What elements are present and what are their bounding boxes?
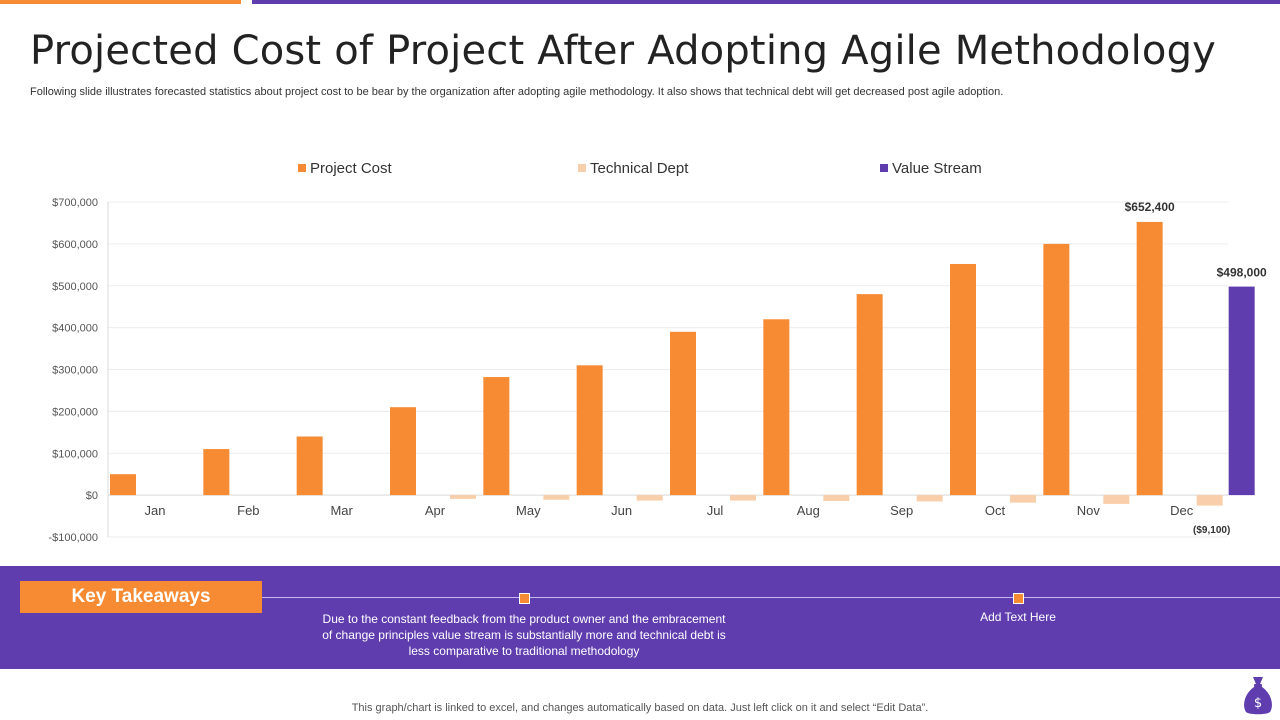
y-tick-label: $0: [86, 490, 98, 502]
legend-swatch: [880, 164, 888, 172]
legend-label: Project Cost: [310, 160, 393, 177]
x-tick-label: Jul: [707, 503, 724, 518]
bar-project-cost-may: [483, 377, 510, 496]
bar-project-cost-mar: [296, 436, 323, 496]
takeaway-note-2: Add Text Here: [980, 610, 1056, 624]
bar-project-cost-jul: [670, 331, 696, 496]
data-label: $652,400: [1125, 200, 1175, 214]
legend-swatch: [298, 164, 306, 172]
x-tick-label: Apr: [425, 503, 446, 518]
bar-value-stream-dec: [1228, 286, 1255, 496]
takeaways-timeline: [262, 597, 1280, 598]
bar-project-cost-jan: [110, 474, 136, 496]
x-tick-label: Oct: [985, 503, 1006, 518]
y-tick-label: $100,000: [52, 448, 98, 460]
y-tick-label: -$100,000: [48, 532, 98, 544]
footer-note: This graph/chart is linked to excel, and…: [351, 702, 929, 714]
bar-project-cost-apr: [390, 407, 416, 496]
bar-project-cost-dec: [1136, 221, 1163, 496]
x-tick-label: Sep: [890, 503, 913, 518]
bar-technical-dept-jun: [636, 495, 663, 501]
takeaway-marker-1: [519, 593, 530, 604]
top-accent-orange: [0, 0, 241, 4]
page-title: Projected Cost of Project After Adopting…: [30, 28, 1217, 74]
x-tick-label: Dec: [1170, 503, 1194, 518]
takeaway-marker-2: [1013, 593, 1024, 604]
bar-project-cost-nov: [1043, 243, 1070, 496]
x-tick-label: Jan: [145, 503, 166, 518]
y-tick-label: $500,000: [52, 281, 98, 293]
y-tick-label: $700,000: [52, 197, 98, 209]
bar-technical-dept-aug: [823, 495, 850, 501]
bar-technical-dept-oct: [1010, 495, 1036, 503]
top-accent-purple: [252, 0, 1280, 4]
bar-project-cost-feb: [203, 449, 230, 496]
svg-text:$: $: [1254, 696, 1262, 711]
bar-technical-dept-nov: [1103, 495, 1130, 504]
data-label: ($9,100): [1193, 525, 1230, 536]
page-subtitle: Following slide illustrates forecasted s…: [30, 86, 1004, 98]
bar-technical-dept-dec: [1196, 495, 1223, 506]
y-tick-label: $600,000: [52, 239, 98, 251]
key-takeaways-heading: Key Takeaways: [20, 581, 262, 613]
bar-project-cost-jun: [576, 365, 603, 496]
bar-technical-dept-may: [543, 495, 570, 500]
x-tick-label: May: [516, 503, 541, 518]
bar-technical-dept-sep: [916, 495, 943, 502]
chart-container[interactable]: -$100,000 $0 $100,000 $200,000 $300,000 $400,…: [0, 150, 1280, 550]
money-bag-icon: $: [1244, 677, 1272, 715]
bar-project-cost-oct: [950, 263, 976, 496]
x-tick-label: Mar: [330, 503, 353, 518]
data-label: $498,000: [1217, 266, 1267, 280]
bar-technical-dept-jul: [730, 495, 756, 501]
y-tick-label: $300,000: [52, 365, 98, 377]
x-tick-label: Feb: [237, 503, 259, 518]
x-tick-label: Nov: [1077, 503, 1101, 518]
y-tick-label: $200,000: [52, 406, 98, 418]
bar-project-cost-aug: [763, 319, 790, 496]
legend-label: Technical Dept: [590, 160, 689, 177]
bar-project-cost-sep: [856, 294, 883, 496]
x-tick-label: Jun: [611, 503, 632, 518]
y-tick-label: $400,000: [52, 323, 98, 335]
legend-label: Value Stream: [892, 160, 982, 177]
bar-technical-dept-apr: [450, 495, 476, 499]
takeaway-note-1: Due to the constant feedback from the pr…: [322, 612, 726, 658]
legend-swatch: [578, 164, 586, 172]
bar-chart[interactable]: -$100,000 $0 $100,000 $200,000 $300,000 $400,…: [0, 150, 1280, 550]
x-tick-label: Aug: [797, 503, 820, 518]
